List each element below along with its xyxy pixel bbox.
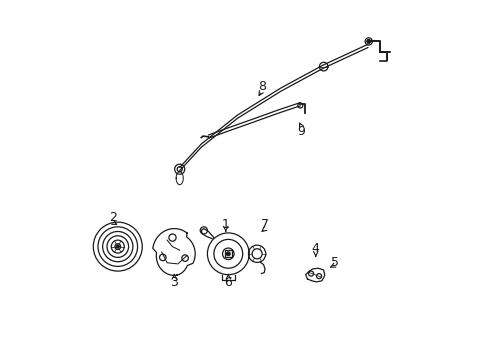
Text: 3: 3 bbox=[170, 276, 178, 289]
Text: 7: 7 bbox=[261, 219, 269, 231]
Text: 4: 4 bbox=[311, 242, 319, 255]
Text: 5: 5 bbox=[330, 256, 339, 269]
Circle shape bbox=[116, 245, 119, 248]
Text: 1: 1 bbox=[222, 219, 229, 231]
Circle shape bbox=[366, 40, 370, 43]
Circle shape bbox=[226, 252, 230, 256]
Text: 8: 8 bbox=[257, 80, 265, 93]
Text: 9: 9 bbox=[297, 125, 305, 138]
Text: 6: 6 bbox=[224, 276, 232, 289]
Text: 2: 2 bbox=[109, 211, 117, 224]
